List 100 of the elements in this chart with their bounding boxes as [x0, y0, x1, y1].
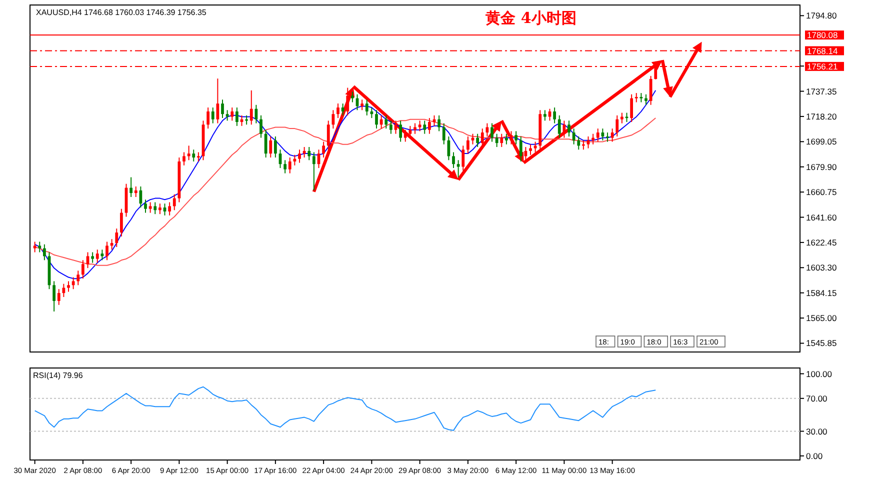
candlestick	[360, 99, 364, 111]
candlestick	[293, 154, 296, 166]
candlestick	[490, 122, 494, 142]
candlestick	[100, 249, 104, 261]
candlestick	[298, 149, 301, 164]
candlestick	[312, 152, 316, 191]
candlestick	[480, 128, 484, 148]
candlestick	[96, 249, 99, 264]
candlestick	[284, 160, 287, 174]
candlestick	[302, 146, 306, 158]
y-tick-label: 1699.05	[806, 136, 837, 147]
candlestick	[134, 186, 138, 198]
candlestick	[640, 92, 643, 103]
y-tick-label: 1622.45	[806, 237, 837, 248]
y-tick-label: 1679.90	[806, 162, 837, 172]
candlestick	[91, 252, 94, 264]
candlestick	[72, 276, 75, 290]
candlestick	[404, 129, 407, 142]
candlestick	[562, 120, 566, 138]
candlestick	[38, 241, 42, 253]
y-tick-label: 1641.60	[806, 212, 837, 222]
candlestick	[572, 128, 576, 145]
candlestick	[596, 128, 600, 142]
candlestick	[428, 118, 431, 134]
candlestick	[514, 130, 518, 145]
candlestick	[182, 152, 186, 166]
candlestick	[254, 104, 258, 124]
candlestick	[350, 91, 354, 103]
candlestick	[408, 125, 412, 138]
candlestick	[274, 136, 277, 158]
candlestick	[606, 132, 609, 142]
ref-line-label: 1756.21	[807, 62, 838, 72]
candlestick	[592, 133, 595, 145]
candlestick	[534, 141, 537, 153]
candlestick	[380, 114, 383, 130]
candlestick	[288, 157, 292, 174]
ref-line-label: 1768.14	[807, 46, 838, 56]
ref-line-label: 1780.08	[807, 30, 838, 40]
candlestick	[519, 136, 522, 162]
candlestick	[76, 270, 80, 286]
candlestick	[601, 128, 604, 141]
y-tick-label: 30.00	[806, 426, 828, 436]
candlestick	[158, 203, 162, 215]
candlestick	[139, 186, 142, 208]
y-tick-label: 1660.75	[806, 187, 837, 198]
candlestick	[389, 120, 392, 134]
candlestick	[221, 99, 224, 119]
candlestick	[206, 107, 210, 130]
candlestick	[192, 149, 196, 162]
candlestick	[346, 87, 350, 116]
candlestick	[553, 107, 556, 124]
candlestick	[504, 133, 508, 145]
y-tick-label: 1603.30	[806, 262, 837, 273]
candlestick	[456, 160, 460, 178]
candlestick	[616, 114, 619, 137]
candlestick	[476, 133, 480, 148]
candlestick	[654, 60, 658, 80]
y-tick-label: 1737.35	[806, 86, 837, 96]
candlestick	[154, 202, 157, 215]
candlestick	[336, 103, 340, 119]
candlestick	[558, 114, 561, 138]
candlestick	[269, 136, 272, 158]
candlestick	[500, 133, 504, 148]
candlestick	[115, 228, 118, 248]
line-series	[34, 386, 656, 431]
y-tick-label: 1545.85	[806, 338, 837, 348]
candlestick	[168, 202, 172, 216]
y-tick-label: 1718.20	[806, 111, 837, 122]
candlestick	[187, 145, 190, 161]
candlestick	[452, 152, 455, 169]
y-tick-label: 1584.15	[806, 288, 837, 298]
candlestick	[172, 194, 176, 211]
candlestick	[33, 241, 36, 253]
candlestick	[370, 107, 374, 119]
candlestick	[148, 202, 152, 214]
candlestick	[62, 283, 66, 298]
candlestick	[375, 110, 378, 130]
candlestick	[649, 75, 652, 106]
y-tick-label: 1794.80	[806, 10, 837, 21]
candlestick	[529, 144, 532, 156]
chart-subtitle: XAUUSD,H4 1746.68 1760.03 1746.39 1756.35	[36, 8, 207, 17]
candlestick	[226, 110, 229, 122]
candlestick	[332, 110, 335, 130]
y-tick-label: 0.00	[806, 450, 823, 461]
candlestick	[326, 120, 330, 150]
candlestick	[438, 114, 441, 132]
candlestick	[644, 94, 648, 106]
candlestick	[447, 136, 450, 161]
candlestick	[67, 280, 70, 292]
candlestick	[414, 122, 416, 134]
candlestick	[418, 120, 422, 132]
candlestick	[466, 136, 470, 154]
candlestick	[81, 260, 84, 280]
candlestick	[462, 145, 465, 172]
candlestick	[230, 107, 234, 122]
candlestick	[568, 120, 570, 137]
line-series	[34, 118, 656, 266]
candlestick	[384, 114, 388, 130]
candlestick	[524, 146, 528, 161]
candlestick	[308, 146, 311, 161]
